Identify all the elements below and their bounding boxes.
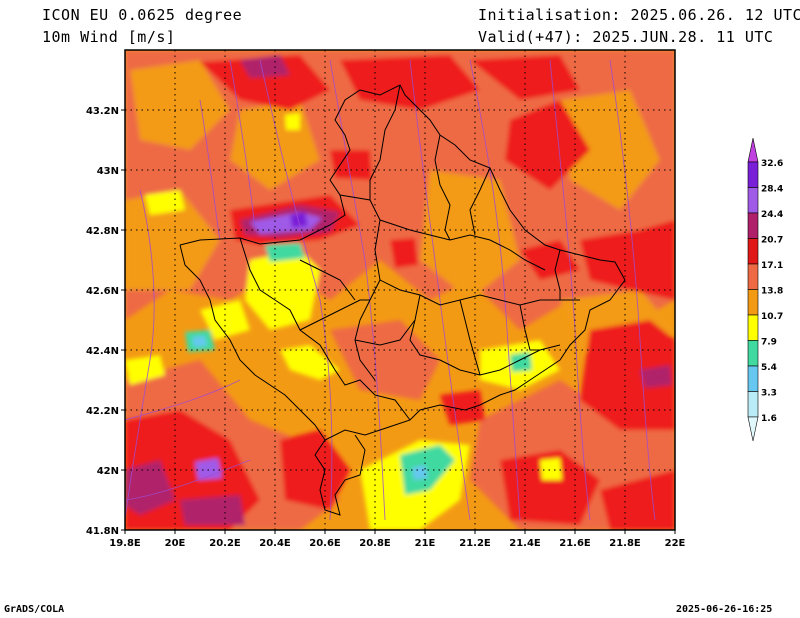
legend-label: 1.6	[761, 414, 777, 424]
legend-top-arrow	[747, 137, 759, 163]
x-tick-label: 22E	[665, 538, 686, 549]
legend-label: 17.1	[761, 261, 783, 271]
y-tick-label: 42.2N	[86, 406, 119, 417]
x-tick-label: 20E	[165, 538, 186, 549]
legend-label: 32.6	[761, 159, 783, 169]
valid-time: Valid(+47): 2025.JUN.28. 11 UTC	[478, 28, 774, 46]
streamlines	[125, 59, 656, 521]
footer-timestamp: 2025-06-26-16:25	[676, 604, 773, 615]
legend-label: 28.4	[761, 185, 783, 195]
y-axis: 43.2N 43N 42.8N 42.6N 42.4N 42.2N 42N 41.8N	[86, 106, 125, 537]
legend-label: 13.8	[761, 287, 783, 297]
x-tick-label: 21E	[415, 538, 436, 549]
legend-swatch	[747, 187, 759, 214]
legend-swatch	[747, 391, 759, 418]
legend-label: 24.4	[761, 210, 783, 220]
y-tick-label: 42.6N	[86, 286, 119, 297]
legend-swatch	[747, 314, 759, 341]
legend-bottom-arrow	[747, 416, 759, 442]
x-tick-label: 20.2E	[209, 538, 241, 549]
initialisation-time: Initialisation: 2025.06.26. 12 UTC	[478, 6, 800, 24]
x-axis: 19.8E 20E 20.2E 20.4E 20.6E 20.8E 21E 21.2E 21.4…	[109, 530, 686, 549]
y-tick-label: 42.8N	[86, 226, 119, 237]
x-tick-label: 19.8E	[109, 538, 141, 549]
footer-credit: GrADS/COLA	[4, 604, 65, 615]
legend-label: 7.9	[761, 338, 777, 348]
x-tick-label: 21.8E	[609, 538, 641, 549]
legend-label: 20.7	[761, 236, 783, 246]
legend-swatch	[747, 365, 759, 392]
x-tick-label: 20.8E	[359, 538, 391, 549]
y-tick-label: 42N	[97, 466, 119, 477]
x-tick-label: 20.6E	[309, 538, 341, 549]
wind-speed-field	[125, 50, 675, 530]
x-tick-label: 21.4E	[509, 538, 541, 549]
legend-label: 5.4	[761, 363, 777, 373]
legend-swatch	[747, 263, 759, 290]
graticule	[125, 50, 675, 530]
legend-swatch	[747, 238, 759, 265]
y-tick-label: 42.4N	[86, 346, 119, 357]
legend-label: 3.3	[761, 389, 777, 399]
x-tick-label: 20.4E	[259, 538, 291, 549]
variable-title: 10m Wind [m/s]	[42, 28, 176, 46]
legend-label: 10.7	[761, 312, 783, 322]
x-tick-label: 21.2E	[459, 538, 491, 549]
y-tick-label: 43.2N	[86, 106, 119, 117]
legend-swatch	[747, 289, 759, 316]
y-tick-label: 41.8N	[86, 526, 119, 537]
color-legend: 32.6 28.4 24.4 20.7 17.1 13.8 10.7 7.9 5.4 3.3 1.6	[747, 137, 783, 442]
model-title: ICON EU 0.0625 degree	[42, 6, 243, 24]
legend-swatch	[747, 212, 759, 239]
legend-swatch	[747, 340, 759, 367]
y-tick-label: 43N	[97, 166, 119, 177]
legend-swatch	[747, 161, 759, 188]
x-tick-label: 21.6E	[559, 538, 591, 549]
